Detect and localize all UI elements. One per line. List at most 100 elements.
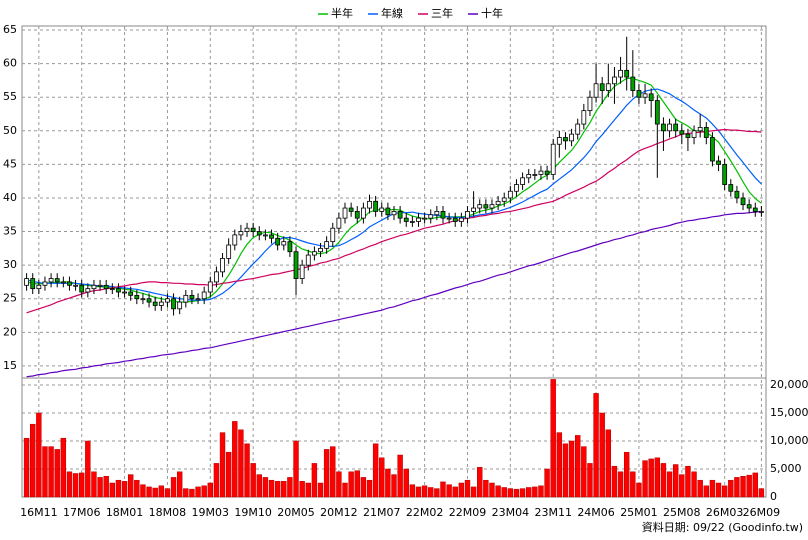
candle-body bbox=[550, 143, 556, 175]
volume-bar bbox=[201, 485, 207, 498]
candle-body bbox=[507, 190, 513, 199]
x-tick-label: 24M06 bbox=[577, 506, 615, 519]
ma-line bbox=[26, 210, 762, 378]
y2-tick-label: 0 bbox=[770, 490, 777, 503]
candle-body bbox=[48, 278, 54, 283]
volume-bar bbox=[250, 463, 256, 498]
candle-body bbox=[679, 130, 685, 135]
candle-body bbox=[532, 174, 538, 176]
volume-bar bbox=[336, 471, 342, 498]
volume-bar bbox=[54, 449, 60, 498]
candle-body bbox=[263, 234, 268, 237]
candle-body bbox=[483, 204, 489, 209]
candle-body bbox=[158, 301, 164, 306]
volume-bar bbox=[526, 487, 532, 498]
candle-body bbox=[409, 221, 415, 223]
candle-body bbox=[661, 123, 666, 132]
volume-bar bbox=[452, 486, 458, 498]
volume-bar bbox=[97, 477, 103, 498]
candle-body bbox=[452, 217, 458, 222]
x-tick-label: 20M12 bbox=[320, 506, 358, 519]
volume-bar bbox=[630, 471, 636, 498]
candle-body bbox=[220, 258, 225, 273]
x-tick-label: 23M04 bbox=[492, 506, 530, 519]
candle-body bbox=[275, 237, 281, 246]
y-tick-label: 35 bbox=[3, 225, 17, 238]
volume-bar bbox=[372, 443, 379, 498]
candle-body bbox=[697, 127, 703, 132]
volume-bar bbox=[323, 449, 330, 498]
candle-body bbox=[446, 217, 452, 220]
candle-body bbox=[324, 241, 330, 249]
x-tick-label: 21M07 bbox=[363, 506, 401, 519]
candle-body bbox=[256, 231, 262, 236]
candle-body bbox=[587, 96, 593, 112]
candle-body bbox=[183, 294, 189, 303]
candle-body bbox=[477, 204, 483, 209]
volume-bar bbox=[403, 468, 409, 498]
candle-body bbox=[299, 264, 305, 279]
candle-body bbox=[667, 123, 672, 132]
candle-body bbox=[593, 83, 599, 98]
volume-bar bbox=[697, 479, 703, 498]
candle-body bbox=[642, 93, 648, 98]
candle-body bbox=[636, 90, 642, 98]
candle-body bbox=[422, 217, 428, 220]
candle-body bbox=[67, 281, 72, 286]
candle-body bbox=[440, 211, 446, 219]
volume-bar bbox=[23, 437, 30, 498]
volume-bar bbox=[648, 458, 654, 498]
candle-body bbox=[122, 291, 127, 294]
candle-body bbox=[360, 207, 366, 219]
candle-body bbox=[514, 184, 519, 192]
volume-bar bbox=[360, 477, 367, 498]
candle-body bbox=[599, 83, 605, 91]
candle-body bbox=[740, 197, 746, 206]
volume-bar bbox=[397, 454, 403, 498]
volume-bar bbox=[170, 477, 177, 498]
volume-bar bbox=[379, 457, 385, 498]
volume-bar bbox=[532, 486, 538, 498]
candle-body bbox=[734, 190, 740, 199]
candle-body bbox=[391, 211, 397, 216]
candle-body bbox=[746, 204, 752, 209]
volume-bar bbox=[256, 474, 262, 498]
candle-body bbox=[612, 76, 617, 85]
volume-bar bbox=[287, 477, 293, 498]
candle-body bbox=[97, 284, 103, 287]
candle-body bbox=[416, 217, 421, 222]
y2-tick-label: 10,000 bbox=[770, 434, 808, 447]
candle-body bbox=[728, 184, 734, 192]
candle-body bbox=[281, 241, 287, 246]
volume-bar bbox=[758, 488, 765, 498]
volume-bar bbox=[164, 488, 171, 498]
candle-body bbox=[140, 298, 146, 301]
volume-bar bbox=[617, 471, 624, 498]
candle-body bbox=[85, 288, 91, 293]
volume-bar bbox=[268, 479, 275, 498]
y-tick-label: 25 bbox=[3, 292, 17, 305]
volume-bar bbox=[262, 477, 269, 498]
x-tick-label: 25M08 bbox=[663, 506, 701, 519]
plot-frame bbox=[21, 25, 767, 498]
candle-body bbox=[385, 207, 391, 216]
volume-bar bbox=[581, 446, 587, 498]
volume-bar bbox=[348, 471, 354, 498]
candle-body bbox=[354, 211, 360, 219]
volume-bar bbox=[544, 468, 550, 498]
volume-bar bbox=[458, 482, 465, 498]
volume-bar bbox=[489, 482, 495, 498]
candle-body bbox=[165, 298, 170, 303]
candle-body bbox=[373, 200, 379, 212]
volume-bar bbox=[660, 463, 667, 498]
volume-bar bbox=[679, 474, 685, 498]
candle-body bbox=[630, 76, 636, 91]
volume-bar bbox=[654, 457, 661, 498]
volume-bar bbox=[79, 472, 85, 498]
volume-bar bbox=[568, 440, 575, 498]
candle-body bbox=[128, 291, 134, 296]
ma-line bbox=[26, 128, 762, 314]
volume-bar bbox=[66, 471, 73, 498]
volume-bar bbox=[281, 481, 287, 498]
candle-body bbox=[42, 281, 48, 286]
